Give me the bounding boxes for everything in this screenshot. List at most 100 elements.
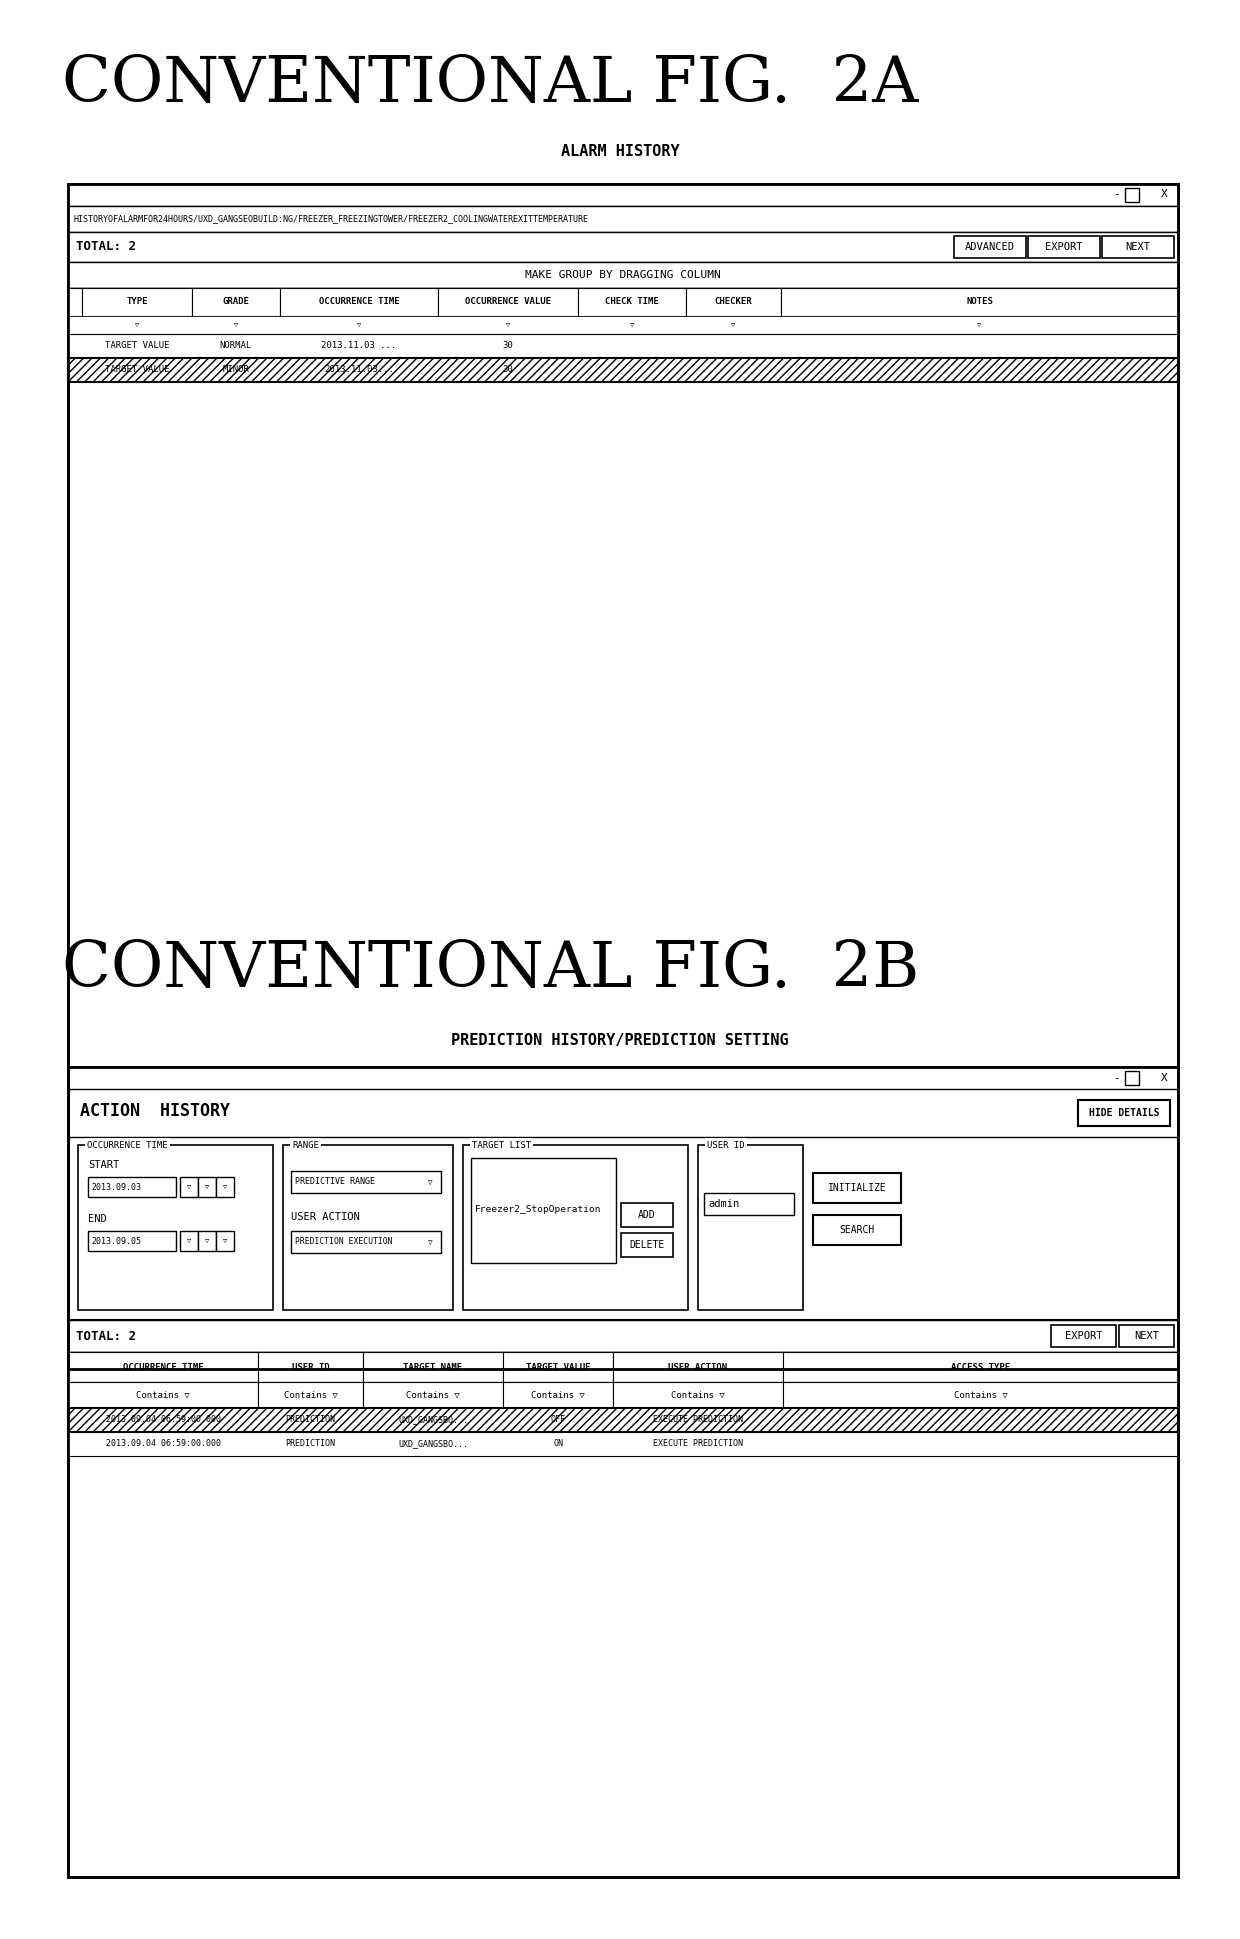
Bar	[438, 289, 578, 316]
Bar	[1028, 237, 1100, 258]
Bar	[1078, 1099, 1171, 1127]
Text: INITIALIZE: INITIALIZE	[827, 1183, 887, 1192]
Bar	[1118, 1324, 1174, 1348]
Text: TARGET LIST: TARGET LIST	[472, 1140, 531, 1150]
Text: USER ID: USER ID	[291, 1363, 330, 1371]
Text: X: X	[1161, 1072, 1167, 1084]
Text: 30: 30	[502, 365, 513, 374]
Bar	[291, 1171, 441, 1192]
Text: 2013.11.03...: 2013.11.03...	[324, 365, 394, 374]
Text: TOTAL: 2: TOTAL: 2	[76, 1330, 136, 1342]
Text: X: X	[1161, 188, 1167, 200]
Bar	[68, 1066, 1178, 1877]
Bar	[68, 184, 1178, 1369]
Bar	[68, 233, 1178, 262]
Bar	[781, 289, 1178, 316]
Text: USER ACTION: USER ACTION	[291, 1212, 360, 1222]
Text: ADD: ADD	[639, 1210, 656, 1220]
Bar	[782, 1351, 1178, 1383]
Text: OCCURRENCE TIME: OCCURRENCE TIME	[87, 1140, 167, 1150]
Bar	[88, 1177, 176, 1196]
Text: ▽: ▽	[428, 1177, 433, 1187]
Bar	[68, 262, 1178, 289]
Text: ▽: ▽	[977, 322, 982, 328]
Bar	[621, 1233, 673, 1256]
Bar	[68, 206, 1178, 233]
Text: MINOR: MINOR	[222, 365, 249, 374]
Text: EXECUTE PREDICTION: EXECUTE PREDICTION	[653, 1439, 743, 1448]
Bar	[180, 1231, 198, 1251]
Text: Contains ▽: Contains ▽	[284, 1390, 337, 1400]
Text: TOTAL: 2: TOTAL: 2	[76, 240, 136, 254]
Text: EXPORT: EXPORT	[1065, 1330, 1102, 1342]
Text: PREDICTION HISTORY/PREDICTION SETTING: PREDICTION HISTORY/PREDICTION SETTING	[451, 1033, 789, 1049]
Text: ALARM HISTORY: ALARM HISTORY	[560, 143, 680, 159]
Bar	[198, 1231, 216, 1251]
Text: CONVENTIONAL FIG.  2A: CONVENTIONAL FIG. 2A	[62, 54, 919, 114]
Bar	[704, 1192, 794, 1216]
Bar	[613, 1351, 782, 1383]
Bar	[68, 1066, 1178, 1877]
Text: TYPE: TYPE	[126, 297, 148, 306]
Text: Contains ▽: Contains ▽	[531, 1390, 585, 1400]
Text: PREDICTIVE RANGE: PREDICTIVE RANGE	[295, 1177, 374, 1187]
Bar	[68, 1066, 1178, 1090]
Text: ▽: ▽	[223, 1237, 227, 1245]
Text: ▽: ▽	[357, 322, 361, 328]
Bar	[68, 184, 1178, 1369]
Text: ACCESS TYPE: ACCESS TYPE	[951, 1363, 1011, 1371]
Text: Contains ▽: Contains ▽	[136, 1390, 190, 1400]
Text: Contains ▽: Contains ▽	[407, 1390, 460, 1400]
Text: ▽: ▽	[205, 1185, 210, 1191]
Text: 2013.09.04 06:59:00.000: 2013.09.04 06:59:00.000	[105, 1439, 221, 1448]
Bar	[782, 1383, 1178, 1408]
Text: END: END	[88, 1214, 107, 1224]
Bar	[68, 1383, 1178, 1408]
Text: CHECKER: CHECKER	[714, 297, 753, 306]
Text: PREDICTION EXECUTION: PREDICTION EXECUTION	[295, 1237, 393, 1247]
Bar	[1102, 237, 1174, 258]
Text: MAKE GROUP BY DRAGGING COLUMN: MAKE GROUP BY DRAGGING COLUMN	[525, 270, 720, 279]
Bar	[68, 334, 1178, 359]
Bar	[503, 1383, 613, 1408]
Bar	[363, 1351, 503, 1383]
Bar	[82, 289, 192, 316]
Text: RANGE: RANGE	[291, 1140, 319, 1150]
Bar	[280, 289, 438, 316]
Text: ▽: ▽	[234, 322, 238, 328]
Text: ▽: ▽	[630, 322, 634, 328]
Bar	[503, 1351, 613, 1383]
Bar	[180, 1177, 198, 1196]
Bar	[291, 1231, 441, 1253]
Bar	[68, 1351, 1178, 1383]
Bar	[68, 316, 1178, 334]
Text: -: -	[1112, 188, 1120, 200]
Text: 30: 30	[502, 341, 513, 351]
Text: ▽: ▽	[187, 1185, 191, 1191]
Bar	[283, 1146, 453, 1311]
Bar	[68, 1408, 1178, 1433]
Text: USER ID: USER ID	[707, 1140, 745, 1150]
Text: Contains ▽: Contains ▽	[671, 1390, 725, 1400]
Bar	[813, 1173, 901, 1202]
Text: -: -	[1112, 1072, 1120, 1084]
Bar	[698, 1146, 804, 1311]
Bar	[78, 1146, 273, 1311]
Bar	[578, 289, 686, 316]
Bar	[686, 289, 781, 316]
Text: ON: ON	[553, 1439, 563, 1448]
Bar	[68, 1320, 1178, 1351]
Bar	[363, 1383, 503, 1408]
Bar	[68, 1433, 1178, 1456]
Bar	[258, 1383, 363, 1408]
Text: UXD_GANGSBO...: UXD_GANGSBO...	[398, 1415, 467, 1425]
Text: HISTORYOFALARMFOR24HOURS/UXD_GANGSEOBUILD:NG/FREEZER_FREEZINGTOWER/FREEZER2_COOL: HISTORYOFALARMFOR24HOURS/UXD_GANGSEOBUIL…	[73, 215, 588, 223]
Bar	[198, 1177, 216, 1196]
Bar	[88, 1231, 176, 1251]
Text: PREDICTION: PREDICTION	[285, 1415, 336, 1425]
Bar	[471, 1158, 616, 1262]
Bar	[192, 289, 280, 316]
Text: 2013.09.05: 2013.09.05	[91, 1237, 141, 1245]
Text: CHECK TIME: CHECK TIME	[605, 297, 658, 306]
Text: OCCURRENCE TIME: OCCURRENCE TIME	[319, 297, 399, 306]
